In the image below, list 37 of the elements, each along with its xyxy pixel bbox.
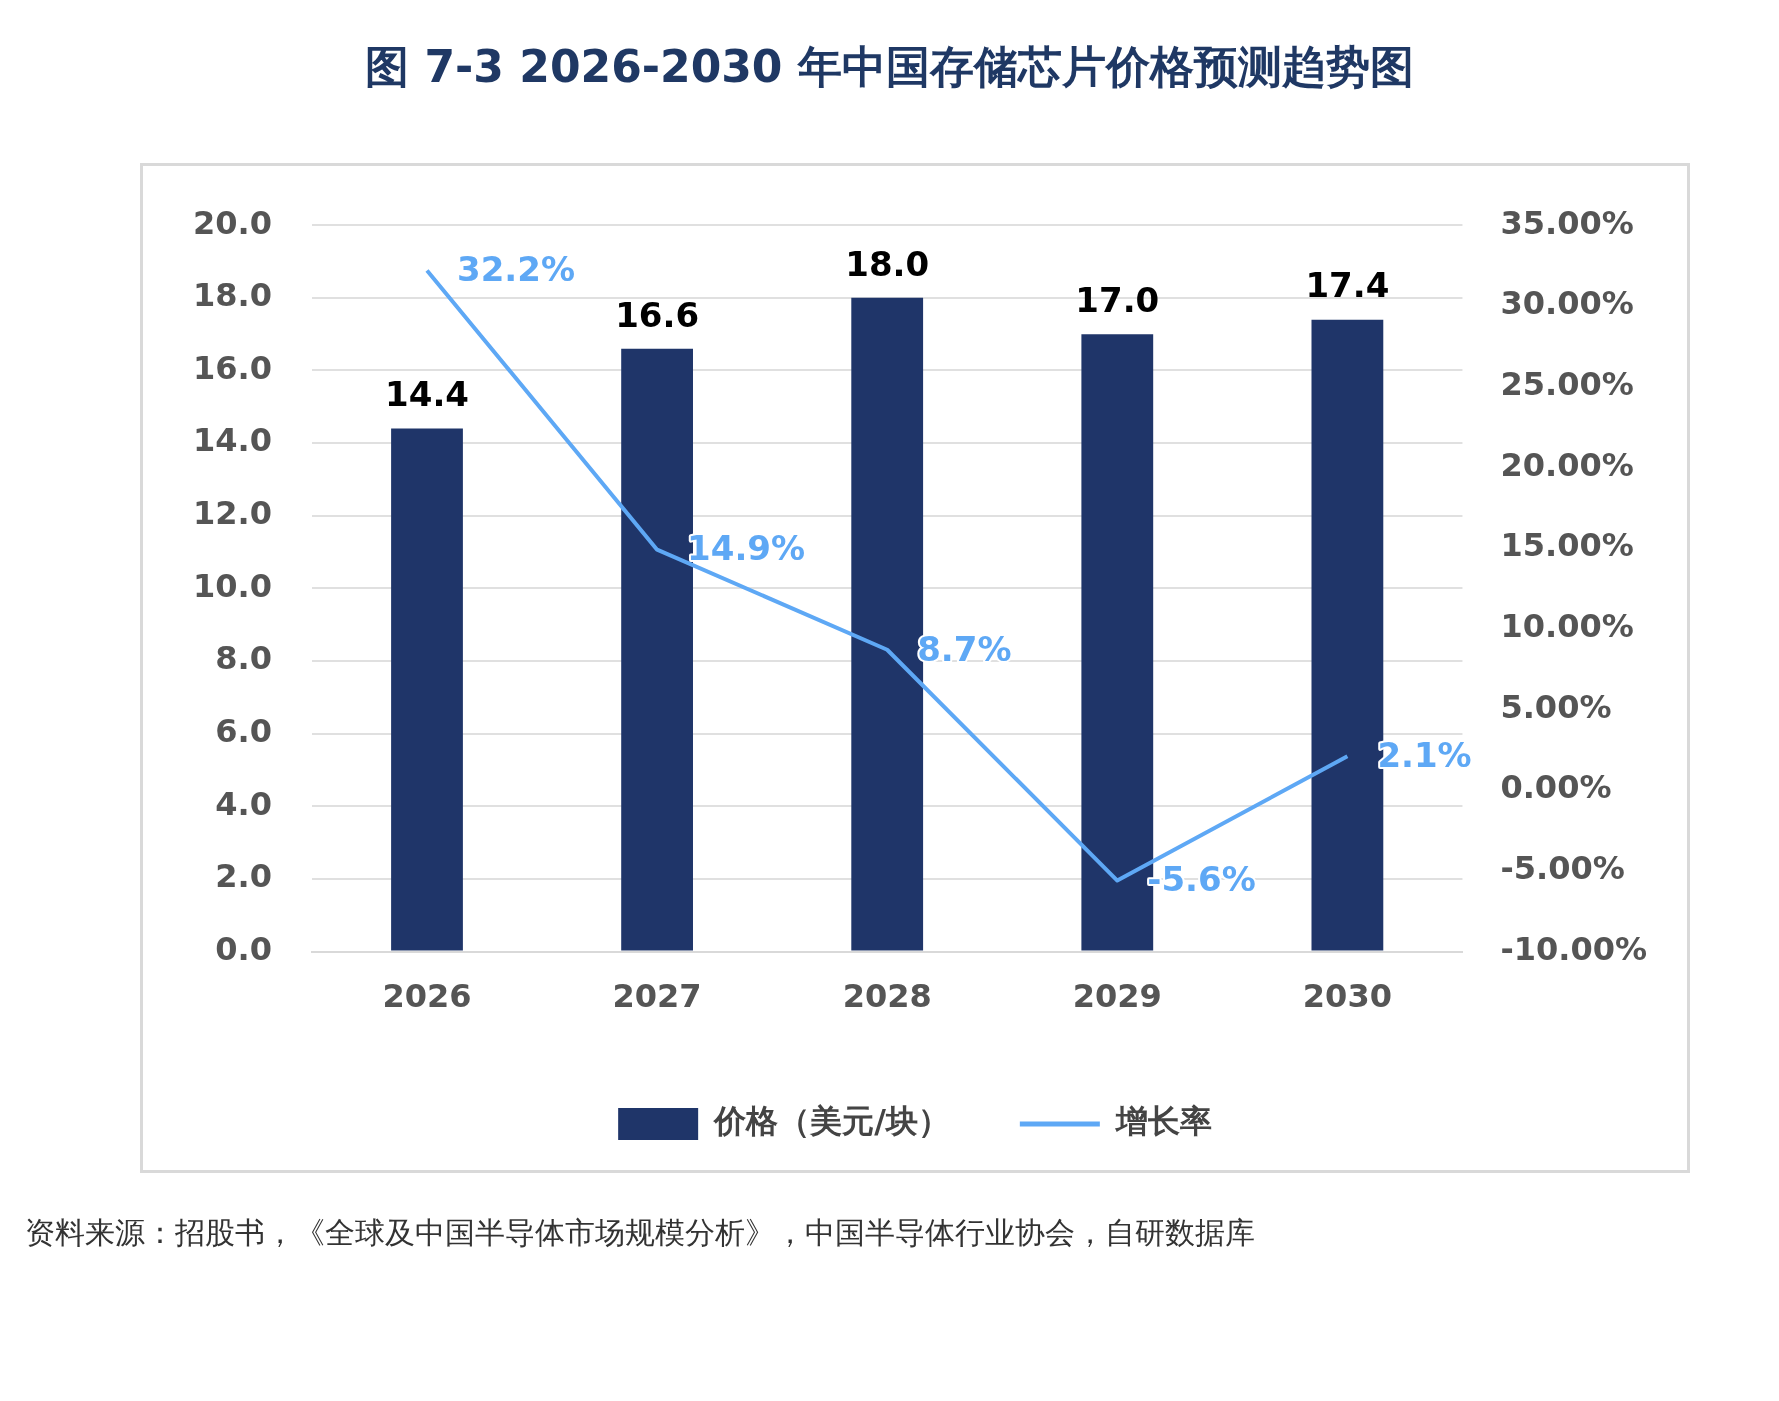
y-tick-label: 14.0 <box>193 421 272 460</box>
y2-tick-label: 0.00% <box>1500 768 1612 807</box>
x-tick-label: 2030 <box>1302 977 1392 1016</box>
bar <box>391 428 463 951</box>
y-tick-label: 18.0 <box>193 276 272 315</box>
y-tick-label: 16.0 <box>193 348 272 387</box>
y2-tick-label: -5.00% <box>1500 849 1625 888</box>
y-tick-label: 10.0 <box>193 566 272 605</box>
data-label: 18.0 <box>845 243 930 284</box>
text: 资料来源：招股书，《全球及中国半导体市场规模分析》，中国半导体行业协会，自研数据库 <box>25 1214 1256 1252</box>
x-tick-label: 2028 <box>842 977 932 1016</box>
y2-tick-label: 30.00% <box>1500 284 1634 323</box>
data-label: 32.2% <box>457 249 575 290</box>
y-tick-label: 4.0 <box>215 784 272 823</box>
chart-title: 图 7-3 2026-2030 年中国存储芯片价格预测趋势图 <box>364 40 1415 94</box>
y2-tick-label: 10.00% <box>1500 607 1634 646</box>
y-tick-label: 0.0 <box>215 929 272 968</box>
y-tick-label: 20.0 <box>193 203 272 242</box>
data-label: 16.6 <box>615 294 700 335</box>
y2-tick-label: 15.00% <box>1500 526 1634 565</box>
y2-tick-label: 35.00% <box>1500 203 1634 242</box>
x-tick-label: 2026 <box>382 977 472 1016</box>
data-label: 17.4 <box>1305 265 1390 306</box>
y-tick-label: 6.0 <box>215 711 272 750</box>
y2-tick-label: -10.00% <box>1500 929 1647 968</box>
legend-label: 价格（美元/块） <box>712 1102 950 1141</box>
y-tick-label: 2.0 <box>215 857 272 896</box>
y2-tick-label: 5.00% <box>1500 687 1612 726</box>
y2-tick-label: 20.00% <box>1500 445 1634 484</box>
x-tick-label: 2027 <box>612 977 702 1016</box>
y-tick-label: 8.0 <box>215 639 272 678</box>
y-tick-label: 12.0 <box>193 494 272 533</box>
x-tick-label: 2029 <box>1072 977 1162 1016</box>
y2-tick-label: 25.00% <box>1500 364 1634 403</box>
data-label: 14.4 <box>385 374 469 415</box>
data-label: 17.0 <box>1075 279 1160 320</box>
legend-label: 增长率 <box>1113 1102 1212 1141</box>
